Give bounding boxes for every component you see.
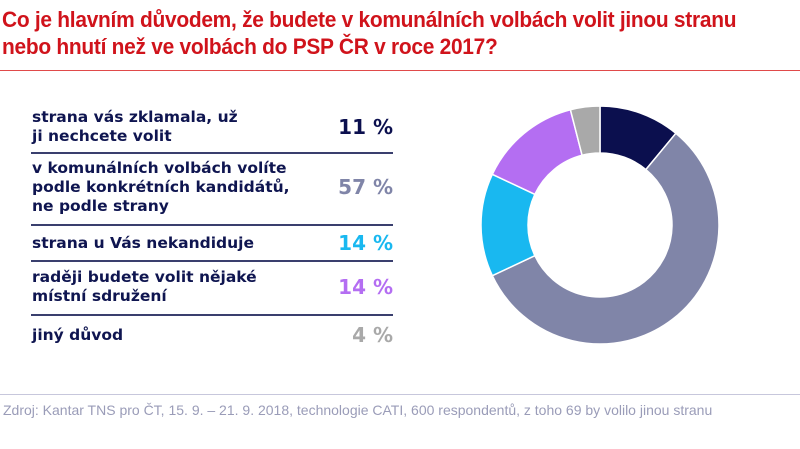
- legend-row: jiný důvod 4 %: [32, 320, 393, 350]
- row-divider: [31, 260, 393, 262]
- value-label: 57 %: [338, 175, 393, 199]
- title-divider: [0, 70, 800, 71]
- legend-label: strana u Vás nekandiduje: [32, 233, 255, 252]
- donut-chart: [480, 105, 720, 345]
- row-divider: [31, 314, 393, 316]
- value-label: 11 %: [338, 115, 393, 139]
- legend-row: strana u Vás nekandiduje 14 %: [32, 228, 393, 258]
- legend-row: raději budete volit nějaké místní sdruže…: [32, 264, 393, 310]
- legend-label: strana vás zklamala, už ji nechcete voli…: [32, 108, 238, 145]
- legend-label: v komunálních volbách volíte podle konkr…: [32, 158, 290, 215]
- row-divider: [31, 224, 393, 226]
- donut-slice: [569, 105, 601, 157]
- row-divider: [31, 152, 393, 154]
- chart-title: Co je hlavním důvodem, že budete v komun…: [2, 7, 737, 59]
- value-label: 14 %: [338, 231, 393, 255]
- legend-label: jiný důvod: [32, 325, 124, 344]
- legend-label: raději budete volit nějaké místní sdruže…: [32, 268, 257, 305]
- value-label: 14 %: [338, 275, 393, 299]
- legend-row: strana vás zklamala, už ji nechcete voli…: [32, 106, 393, 148]
- source-note: Zdroj: Kantar TNS pro ČT, 15. 9. – 21. 9…: [3, 402, 713, 418]
- value-label: 4 %: [352, 323, 393, 347]
- donut-slice: [491, 132, 720, 345]
- footer-divider: [0, 394, 800, 395]
- legend-row: v komunálních volbách volíte podle konkr…: [32, 157, 393, 217]
